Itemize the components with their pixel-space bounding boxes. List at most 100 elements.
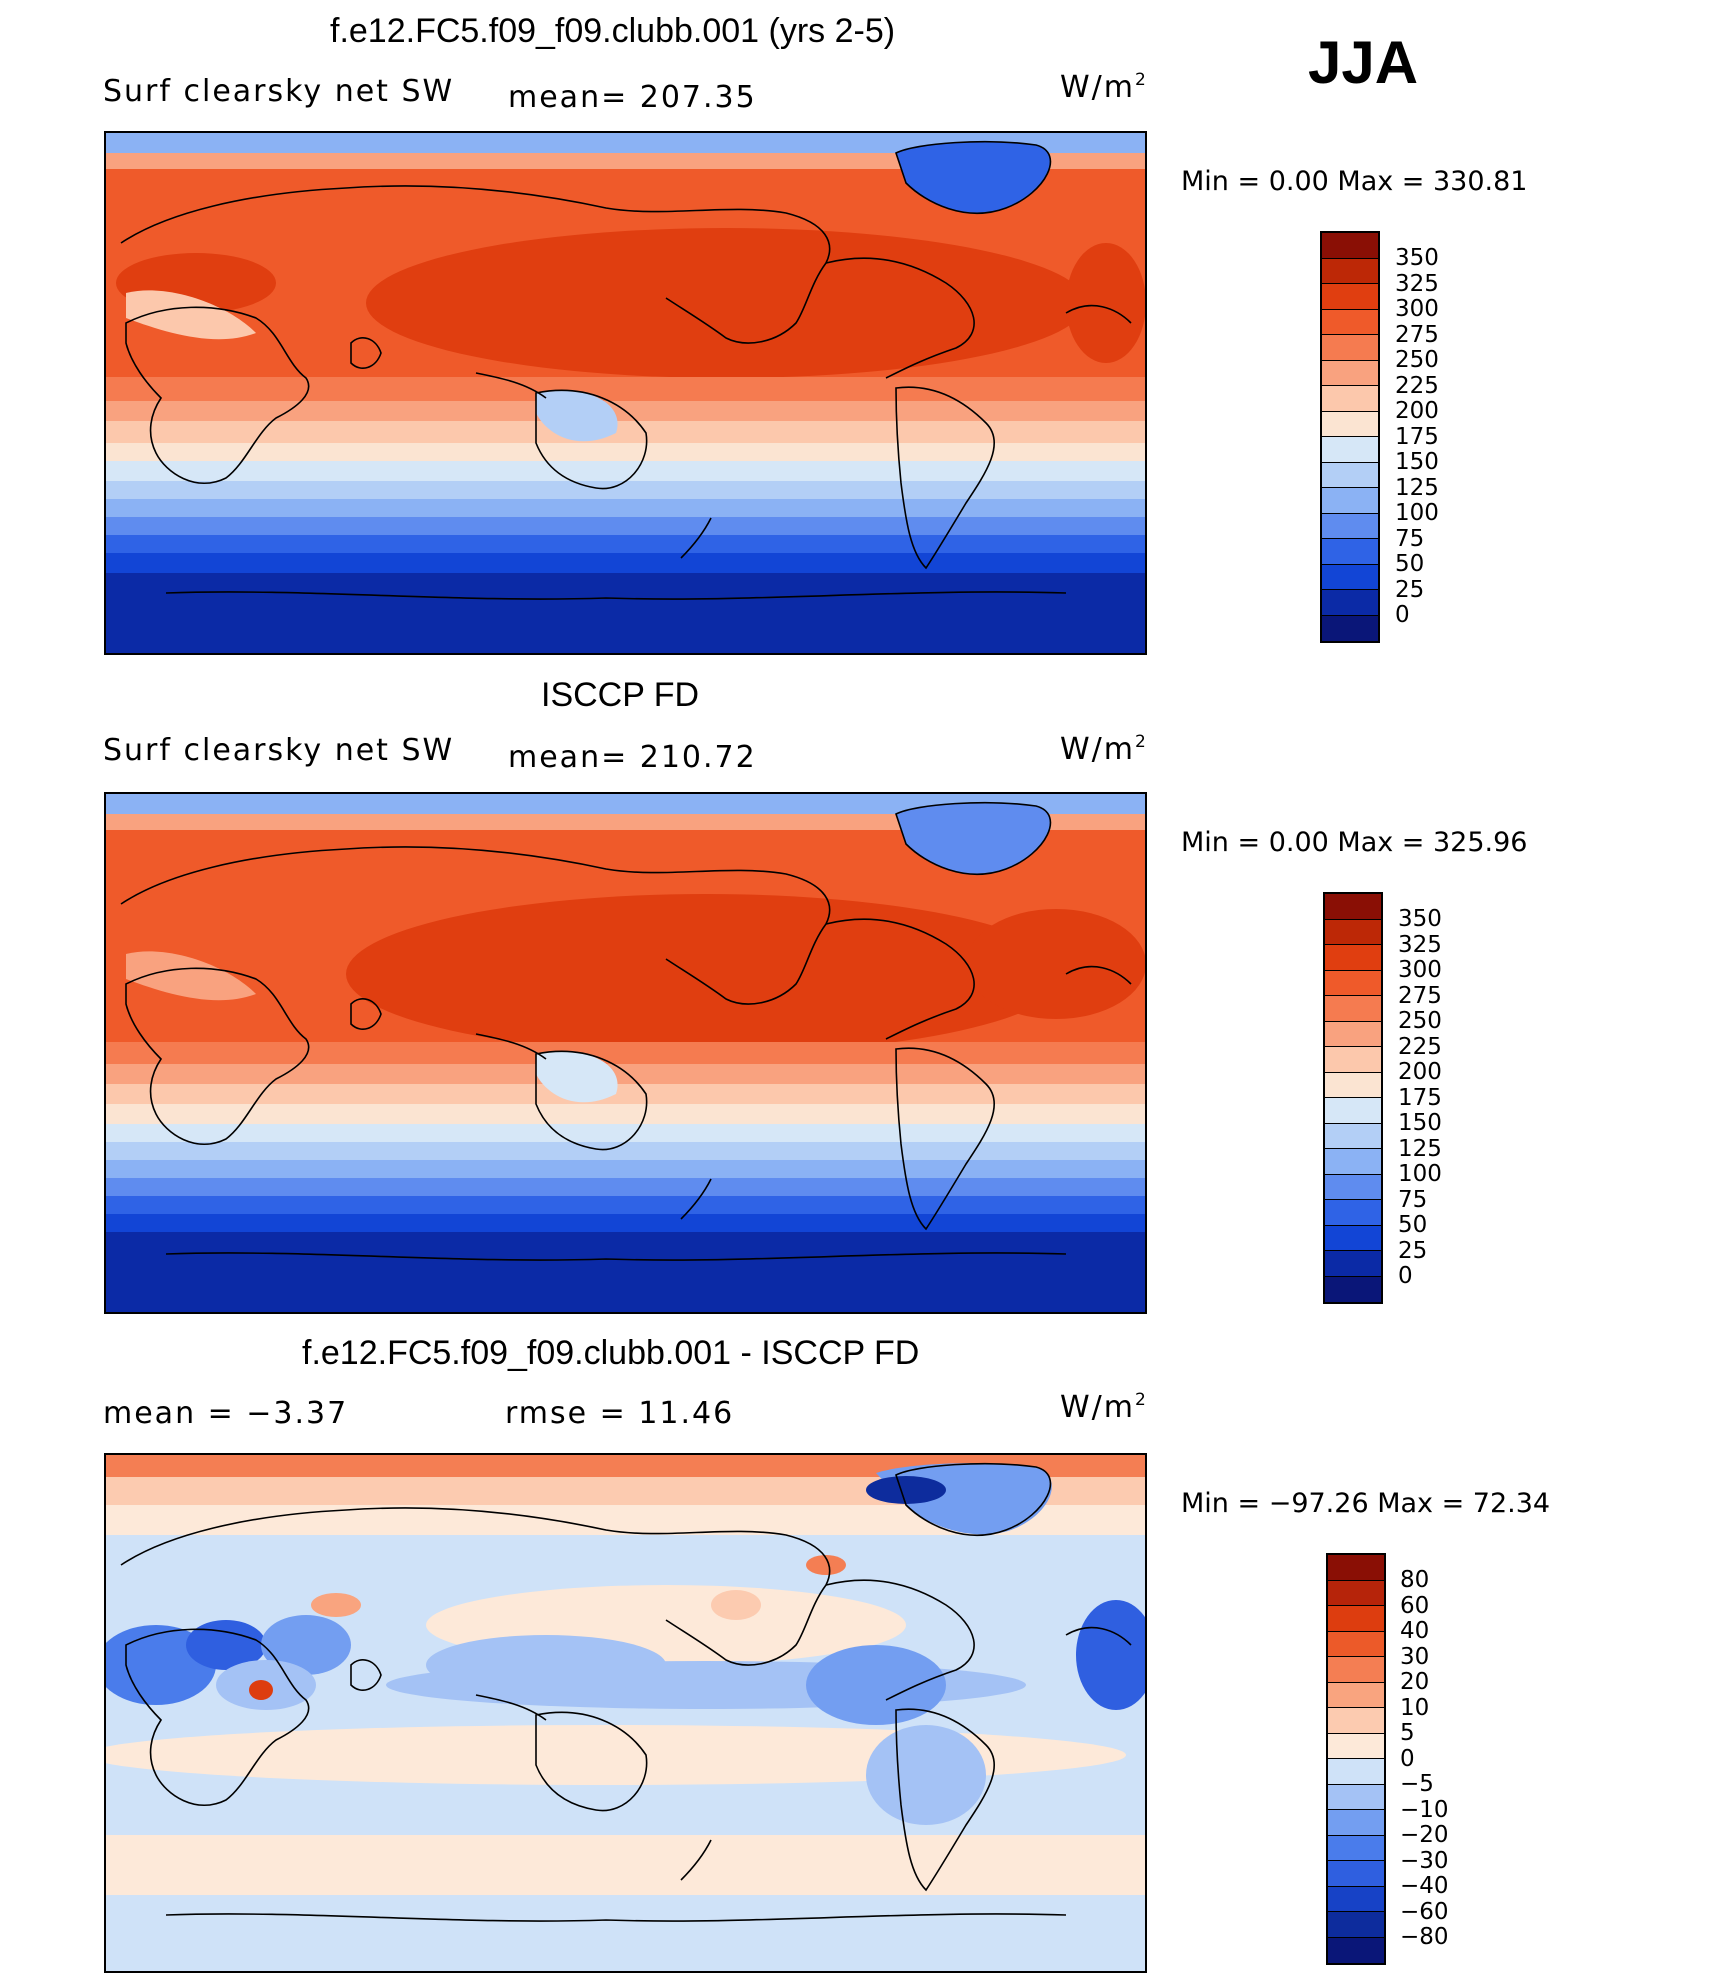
panel-1-colorbar-swatch: [1322, 309, 1378, 335]
panel-1-colorbar-label: 25: [1395, 576, 1425, 603]
panel-1-colorbar-swatch: [1322, 437, 1378, 463]
panel-2-colorbar-swatch: [1325, 1021, 1381, 1047]
panel-1-variable-label: Surf clearsky net SW: [103, 74, 455, 109]
panel-1-colorbar-label: 150: [1395, 449, 1439, 475]
panel-2-colorbar-label: 300: [1398, 957, 1442, 983]
panel-3-colorbar-label: −60: [1400, 1898, 1449, 1925]
panel-2-colorbar-label: 100: [1398, 1161, 1442, 1187]
panel-3-colorbar-swatch: [1328, 1937, 1384, 1963]
panel-2-colorbar-swatch: [1325, 1123, 1381, 1149]
panel-1-colorbar-label: 175: [1395, 423, 1439, 450]
panel-3-minmax: Min = −97.26 Max = 72.34: [1181, 1488, 1551, 1519]
panel-1-colorbar-label: 100: [1395, 500, 1439, 526]
panel-1-title: f.e12.FC5.f09_f09.clubb.001 (yrs 2-5): [330, 12, 896, 50]
panel-3-colorbar-swatch: [1328, 1759, 1384, 1785]
panel-3-colorbar-label: −40: [1400, 1873, 1449, 1899]
panel-2-colorbar-swatch: [1325, 1098, 1381, 1124]
panel-1-colorbar-swatch: [1322, 462, 1378, 488]
panel-1-colorbar-label: 0: [1395, 602, 1410, 628]
panel-3-title: f.e12.FC5.f09_f09.clubb.001 - ISCCP FD: [302, 1334, 920, 1372]
panel-2-colorbar-swatch: [1325, 919, 1381, 945]
panel-2-mean-label: mean= 210.72: [508, 740, 757, 775]
panel-2-colorbar-swatch: [1325, 1251, 1381, 1277]
panel-2-colorbar-swatch: [1325, 1225, 1381, 1251]
panel-2-colorbar-label: 125: [1398, 1135, 1442, 1162]
panel-1-colorbar-label: 225: [1395, 372, 1439, 399]
panel-1-colorbar-swatch: [1322, 284, 1378, 310]
panel-3-colorbar-label: 30: [1400, 1643, 1430, 1670]
panel-2-colorbar-label: 150: [1398, 1110, 1442, 1136]
panel-2-colorbar-label: 325: [1398, 931, 1442, 958]
panel-2-colorbar-swatch: [1325, 996, 1381, 1022]
panel-2-colorbar-label: 50: [1398, 1212, 1428, 1238]
panel-1-colorbar-label: 200: [1395, 398, 1439, 424]
panel-1-colorbar-swatch: [1322, 258, 1378, 284]
panel-3-colorbar-label: −20: [1400, 1822, 1449, 1848]
panel-1-colorbar-swatch: [1322, 513, 1378, 539]
panel-3-colorbar-label: 10: [1400, 1694, 1430, 1721]
panel-3-colorbar-swatch: [1328, 1682, 1384, 1708]
panel-3-colorbar-label: 40: [1400, 1618, 1430, 1644]
panel-1-units: W/m2: [1060, 70, 1148, 105]
panel-2-colorbar-label: 175: [1398, 1084, 1442, 1111]
panel-2-colorbar-swatch: [1325, 970, 1381, 996]
panel-3-colorbar-label: 5: [1400, 1720, 1415, 1746]
panel-2-colorbar: [1323, 892, 1383, 1304]
panel-2-colorbar-swatch: [1325, 1276, 1381, 1302]
panel-3-colorbar-swatch: [1328, 1631, 1384, 1657]
panel-1-colorbar-label: 325: [1395, 270, 1439, 297]
panel-3-colorbar-swatch: [1328, 1733, 1384, 1759]
panel-1-minmax: Min = 0.00 Max = 330.81: [1181, 166, 1528, 197]
panel-3-colorbar-swatch: [1328, 1708, 1384, 1734]
panel-1-colorbar-swatch: [1322, 590, 1378, 616]
panel-2-minmax: Min = 0.00 Max = 325.96: [1181, 827, 1528, 858]
panel-3-colorbar: [1326, 1553, 1386, 1965]
panel-1-colorbar-swatch: [1322, 488, 1378, 514]
panel-2-colorbar-swatch: [1325, 1200, 1381, 1226]
panel-2-map: [104, 792, 1147, 1314]
panel-2-colorbar-label: 225: [1398, 1033, 1442, 1060]
panel-1-colorbar-label: 75: [1395, 525, 1425, 552]
panel-1-colorbar: [1320, 231, 1380, 643]
panel-3-map: [104, 1453, 1147, 1973]
panel-2-colorbar-swatch: [1325, 1174, 1381, 1200]
panel-3-colorbar-label: −10: [1400, 1796, 1449, 1823]
panel-1-colorbar-label: 50: [1395, 551, 1425, 577]
panel-1-colorbar-label: 275: [1395, 321, 1439, 348]
panel-2-colorbar-label: 200: [1398, 1059, 1442, 1085]
panel-2-colorbar-label: 350: [1398, 906, 1442, 932]
panel-1-colorbar-swatch: [1322, 360, 1378, 386]
panel-3-colorbar-label: 0: [1400, 1745, 1415, 1772]
panel-3-colorbar-swatches: [1326, 1553, 1386, 1965]
panel-3-colorbar-swatch: [1328, 1606, 1384, 1632]
panel-3-colorbar-label: −5: [1400, 1771, 1434, 1797]
panel-1-colorbar-swatch: [1322, 564, 1378, 590]
panel-2-colorbar-label: 250: [1398, 1008, 1442, 1034]
panel-2-colorbar-label: 275: [1398, 982, 1442, 1009]
panel-1-colorbar-swatch: [1322, 335, 1378, 361]
panel-3-colorbar-swatch: [1328, 1835, 1384, 1861]
panel-2-colorbar-swatch: [1325, 1047, 1381, 1073]
panel-1-colorbar-swatch: [1322, 539, 1378, 565]
panel-1-colorbar-swatch: [1322, 615, 1378, 641]
panel-2-colorbar-swatch: [1325, 1072, 1381, 1098]
panel-3-colorbar-swatch: [1328, 1657, 1384, 1683]
panel-2-colorbar-swatch: [1325, 894, 1381, 920]
panel-1-colorbar-swatch: [1322, 233, 1378, 259]
panel-2-colorbar-swatches: [1323, 892, 1383, 1304]
panel-2-colorbar-swatch: [1325, 1149, 1381, 1175]
panel-2-variable-label: Surf clearsky net SW: [103, 733, 455, 768]
panel-2-units: W/m2: [1060, 732, 1148, 767]
panel-3-colorbar-swatch: [1328, 1555, 1384, 1581]
panel-3-colorbar-swatch: [1328, 1810, 1384, 1836]
panel-1-colorbar-swatches: [1320, 231, 1380, 643]
panel-3-mean-label: mean = −3.37: [103, 1396, 349, 1431]
panel-3-colorbar-label: 60: [1400, 1592, 1430, 1619]
panel-3-colorbar-label: 80: [1400, 1567, 1430, 1593]
panel-3-units: W/m2: [1060, 1390, 1148, 1425]
panel-1-colorbar-swatch: [1322, 411, 1378, 437]
panel-1-colorbar-swatch: [1322, 386, 1378, 412]
panel-3-colorbar-swatch: [1328, 1886, 1384, 1912]
panel-3-colorbar-swatch: [1328, 1580, 1384, 1606]
panel-3-colorbar-swatch: [1328, 1861, 1384, 1887]
